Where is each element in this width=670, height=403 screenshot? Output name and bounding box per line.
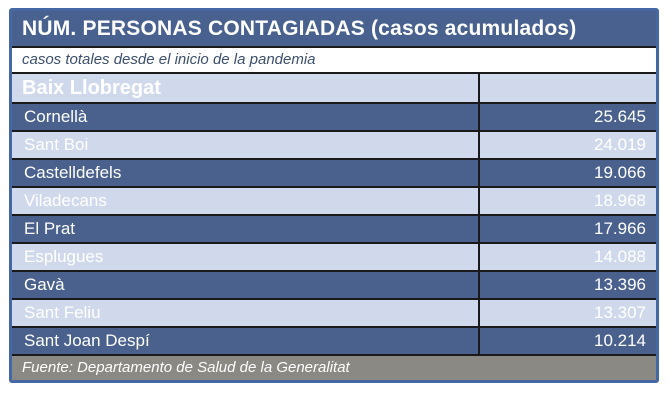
municipality-name: El Prat [24, 219, 76, 238]
municipality-value: 14.088 [478, 244, 656, 270]
municipality-name: Sant Boi [24, 135, 89, 154]
table-row: Sant Joan Despí 10.214 [12, 328, 656, 356]
municipality-value: 18.968 [478, 188, 656, 214]
municipality-value: 13.396 [478, 272, 656, 298]
contagion-table-panel: NÚM. PERSONAS CONTAGIADAS (casos acumula… [9, 8, 659, 383]
municipality-name: Sant Feliu [24, 303, 101, 322]
municipality-name: Viladecans [24, 191, 107, 210]
table-row: Esplugues 14.088 [12, 244, 656, 272]
region-value-cell [478, 74, 656, 102]
municipality-value: 10.214 [478, 328, 656, 354]
municipality-name: Esplugues [24, 247, 104, 266]
municipality-name: Castelldefels [24, 163, 122, 182]
table-row: El Prat 17.966 [12, 216, 656, 244]
table-row: Cornellà 25.645 [12, 104, 656, 132]
municipality-value: 17.966 [478, 216, 656, 242]
municipality-value: 24.019 [478, 132, 656, 158]
municipality-value: 25.645 [478, 104, 656, 130]
municipality-value: 19.066 [478, 160, 656, 186]
municipality-rows: Cornellà 25.645 Sant Boi 24.019 Castelld… [12, 104, 656, 356]
table-row: Sant Feliu 13.307 [12, 300, 656, 328]
municipality-value: 13.307 [478, 300, 656, 326]
region-header-row: Baix Llobregat [12, 74, 656, 104]
table-title: NÚM. PERSONAS CONTAGIADAS (casos acumula… [12, 11, 656, 48]
table-row: Sant Boi 24.019 [12, 132, 656, 160]
region-name: Baix Llobregat [22, 77, 161, 99]
municipality-name: Sant Joan Despí [24, 331, 150, 350]
source-footer: Fuente: Departamento de Salud de la Gene… [12, 356, 656, 380]
table-row: Viladecans 18.968 [12, 188, 656, 216]
table-row: Gavà 13.396 [12, 272, 656, 300]
table-row: Castelldefels 19.066 [12, 160, 656, 188]
municipality-name: Gavà [24, 275, 65, 294]
table-subtitle: casos totales desde el inicio de la pand… [12, 48, 656, 74]
municipality-name: Cornellà [24, 107, 88, 126]
